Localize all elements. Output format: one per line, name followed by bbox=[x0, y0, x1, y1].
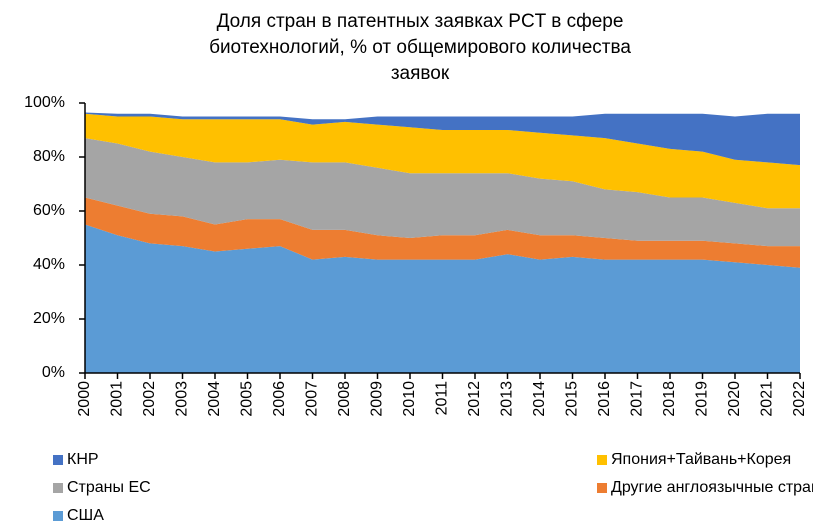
x-tick-label: 2011 bbox=[434, 381, 451, 416]
x-tick-label: 2021 bbox=[759, 381, 776, 417]
x-tick-label: 2017 bbox=[629, 381, 646, 417]
x-tick-label: 2012 bbox=[466, 381, 483, 417]
y-tick-label: 0% bbox=[42, 364, 65, 381]
x-tick-label: 2013 bbox=[499, 381, 516, 417]
area bbox=[85, 224, 800, 373]
x-tick-label: 2002 bbox=[141, 381, 158, 417]
legend-label: КНР bbox=[67, 451, 99, 468]
legend-swatch bbox=[53, 455, 63, 465]
area bbox=[85, 112, 800, 166]
x-tick-label: 2001 bbox=[109, 381, 126, 417]
x-tick-label: 2022 bbox=[791, 381, 808, 417]
x-tick-label: 2003 bbox=[174, 381, 191, 417]
area bbox=[85, 113, 800, 209]
x-tick-label: 2016 bbox=[596, 381, 613, 417]
x-tick-label: 2004 bbox=[206, 381, 223, 417]
legend-swatch bbox=[597, 455, 607, 465]
area bbox=[85, 138, 800, 247]
x-tick-label: 2014 bbox=[531, 381, 548, 417]
x-tick-label: 2018 bbox=[661, 381, 678, 417]
chart-title: биотехнологий, % от общемирового количес… bbox=[209, 37, 631, 58]
x-tick-label: 2006 bbox=[271, 381, 288, 417]
legend-swatch bbox=[53, 511, 63, 521]
x-tick-label: 2010 bbox=[401, 381, 418, 417]
x-tick-label: 2007 bbox=[304, 381, 321, 417]
chart-title: Доля стран в патентных заявках PCT в сфе… bbox=[217, 11, 624, 32]
x-tick-label: 2005 bbox=[239, 381, 256, 417]
x-tick-label: 2019 bbox=[694, 381, 711, 417]
legend-swatch bbox=[597, 483, 607, 493]
chart-title: заявок bbox=[391, 63, 450, 84]
legend-label: Япония+Тайвань+Корея bbox=[611, 451, 791, 468]
legend-swatch bbox=[53, 483, 63, 493]
y-tick-label: 40% bbox=[33, 256, 65, 273]
x-tick-label: 2009 bbox=[369, 381, 386, 417]
y-tick-label: 100% bbox=[24, 94, 65, 111]
x-tick-label: 2015 bbox=[564, 381, 581, 417]
area bbox=[85, 197, 800, 268]
x-tick-label: 2000 bbox=[76, 381, 93, 417]
legend-label: США bbox=[67, 507, 104, 524]
x-tick-label: 2020 bbox=[726, 381, 743, 417]
y-tick-label: 80% bbox=[33, 148, 65, 165]
y-tick-label: 60% bbox=[33, 202, 65, 219]
legend-label: Другие англоязычные страны bbox=[611, 479, 813, 496]
x-tick-label: 2008 bbox=[336, 381, 353, 417]
legend-label: Страны ЕС bbox=[67, 479, 151, 496]
y-tick-label: 20% bbox=[33, 310, 65, 327]
